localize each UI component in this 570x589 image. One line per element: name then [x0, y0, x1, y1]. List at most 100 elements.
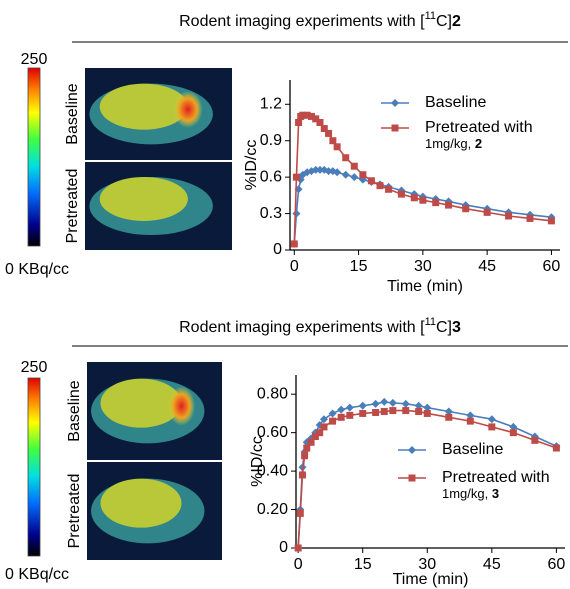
- marker: [295, 119, 303, 126]
- title-part: 3: [452, 319, 461, 336]
- title-part: 2: [452, 13, 461, 30]
- x-tick-label: 15: [354, 556, 372, 573]
- x-tick-label: 15: [350, 258, 368, 275]
- marker: [290, 240, 298, 248]
- marker: [371, 399, 380, 408]
- marker: [389, 407, 397, 415]
- marker: [311, 165, 320, 174]
- marker: [397, 190, 405, 198]
- marker: [324, 167, 333, 176]
- marker: [301, 452, 309, 460]
- marker: [385, 185, 393, 193]
- marker: [303, 111, 311, 119]
- marker: [319, 415, 328, 424]
- pet-hotspot: [173, 91, 203, 128]
- x-tick-label: 45: [483, 556, 501, 573]
- panel-title: Rodent imaging experiments with [11C]3: [179, 316, 461, 336]
- marker: [311, 433, 319, 441]
- color-bar: [27, 67, 41, 247]
- title-part: 11: [425, 316, 436, 328]
- marker: [391, 99, 399, 107]
- marker: [444, 407, 453, 416]
- marker: [299, 111, 307, 119]
- marker: [325, 129, 333, 137]
- title-part: C]: [436, 319, 452, 336]
- marker: [423, 409, 431, 417]
- marker: [526, 214, 534, 222]
- marker: [432, 199, 440, 207]
- marker: [337, 405, 346, 414]
- x-tick-label: 30: [418, 556, 436, 573]
- marker: [333, 168, 342, 177]
- marker: [402, 407, 410, 415]
- marker: [388, 398, 397, 407]
- legend-label: Pretreated with 1mg/kg, 3: [442, 469, 550, 501]
- marker: [298, 463, 307, 472]
- legend-text: 2: [475, 136, 482, 151]
- marker: [509, 422, 518, 431]
- y-axis-label: %ID/cc: [243, 140, 260, 191]
- marker: [307, 438, 315, 446]
- scale-min-label: 0 KBq/cc: [5, 261, 69, 278]
- marker: [505, 212, 513, 220]
- y-tick-label: 0.6: [260, 168, 282, 185]
- y-tick-label: 0: [273, 241, 282, 258]
- image-label: Pretreated: [64, 169, 81, 244]
- y-axis-label: %ID/cc: [249, 436, 266, 487]
- marker: [414, 401, 423, 410]
- scale-max-label: 250: [21, 359, 48, 376]
- legend-text: 1mg/kg,: [425, 136, 475, 151]
- y-tick-label: 0.60: [257, 424, 288, 441]
- panel-title: Rodent imaging experiments with [11C]2: [179, 10, 461, 30]
- marker: [292, 173, 300, 181]
- y-tick-label: 1.2: [260, 96, 282, 113]
- marker: [445, 413, 453, 421]
- title-part: Rodent imaging experiments with [: [179, 319, 425, 336]
- marker: [410, 194, 418, 202]
- scale-max-label: 250: [21, 51, 48, 68]
- marker: [316, 119, 324, 126]
- legend-label: Baseline: [425, 94, 486, 111]
- legend-text: 1mg/kg,: [442, 486, 492, 501]
- marker: [316, 165, 324, 174]
- marker: [320, 423, 328, 431]
- marker: [328, 409, 337, 418]
- marker: [333, 143, 341, 151]
- marker: [359, 171, 367, 179]
- marker: [552, 444, 560, 452]
- marker: [509, 429, 517, 437]
- marker: [487, 415, 496, 424]
- pet-brain: [99, 83, 188, 130]
- marker: [401, 399, 410, 408]
- marker: [380, 408, 388, 416]
- marker: [320, 125, 328, 133]
- marker: [531, 436, 539, 444]
- marker: [342, 154, 350, 162]
- marker: [345, 403, 354, 412]
- x-tick-label: 30: [414, 258, 432, 275]
- marker: [341, 170, 350, 179]
- marker: [358, 401, 367, 410]
- image-label: Pretreated: [66, 474, 83, 549]
- title-part: 11: [425, 10, 436, 22]
- marker: [312, 115, 320, 123]
- x-tick-label: 0: [294, 556, 303, 573]
- marker: [372, 408, 380, 416]
- marker: [415, 408, 423, 416]
- pet-brain: [100, 378, 182, 428]
- image-label: Baseline: [66, 380, 83, 441]
- marker: [329, 137, 337, 145]
- y-tick-label: 0.3: [260, 205, 282, 222]
- title-part: C]: [436, 13, 452, 30]
- marker: [376, 182, 384, 190]
- pet-hotspot: [168, 386, 195, 426]
- marker: [408, 474, 416, 482]
- legend-text: Pretreated with: [442, 469, 550, 486]
- legend-text: Baseline: [442, 441, 503, 458]
- marker: [547, 217, 555, 225]
- legend-label: Baseline: [442, 441, 503, 458]
- marker: [350, 173, 359, 182]
- marker: [466, 411, 475, 420]
- marker: [337, 413, 345, 421]
